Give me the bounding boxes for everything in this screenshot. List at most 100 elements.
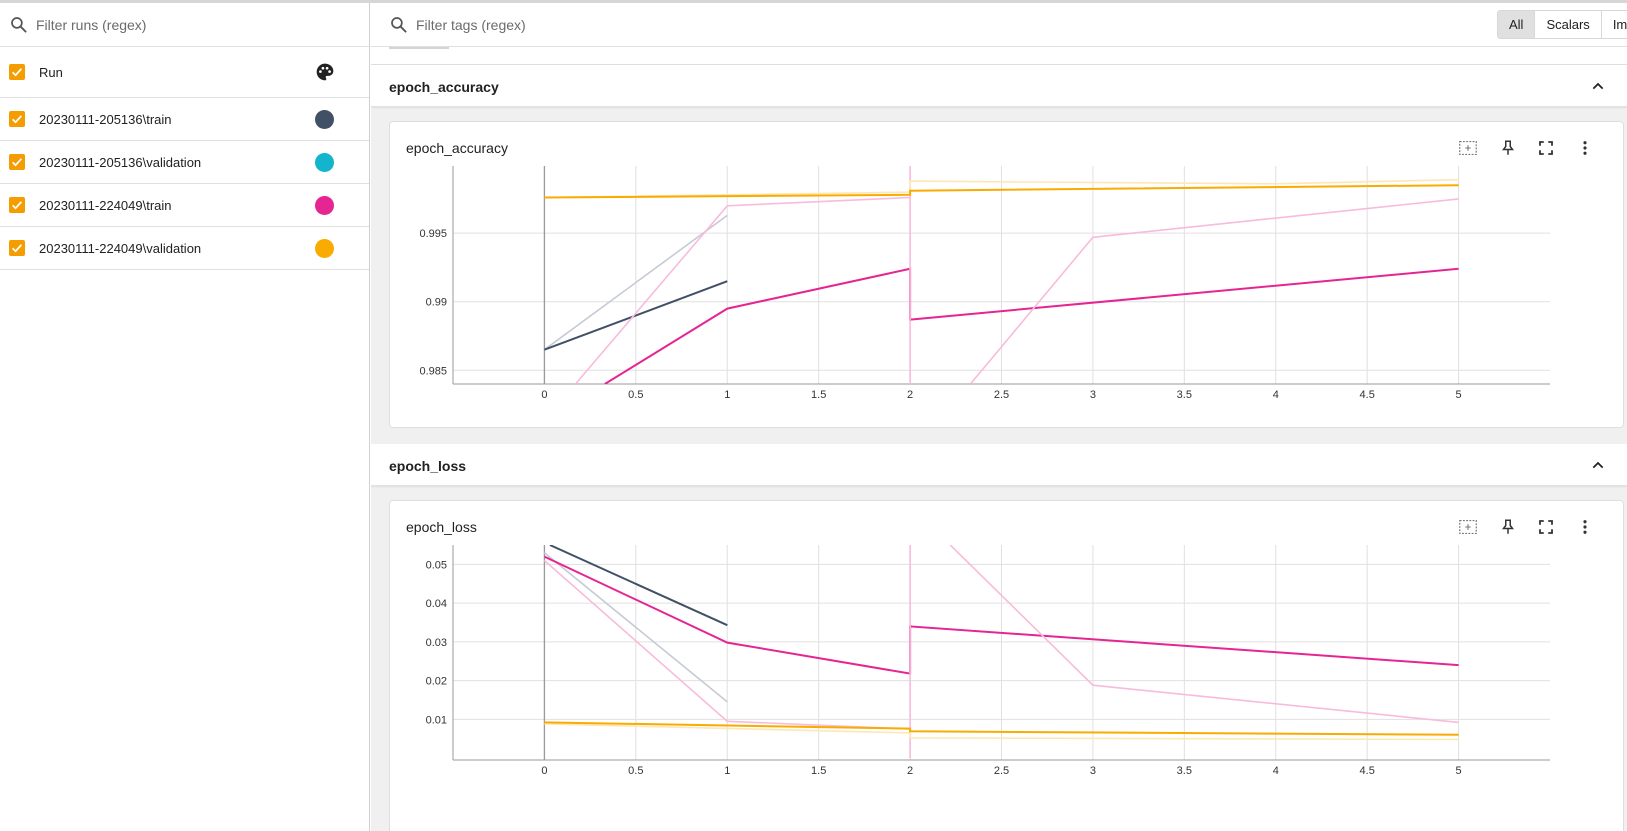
pin-icon[interactable] [1496, 515, 1520, 539]
series-line[interactable] [543, 552, 728, 703]
card-toolbar [1443, 136, 1623, 160]
check-icon [12, 201, 23, 210]
run-color-swatch[interactable] [315, 238, 334, 258]
x-tick-label: 0 [541, 765, 547, 777]
run-checkbox[interactable] [9, 240, 25, 256]
x-tick-label: 3 [1090, 389, 1096, 401]
x-tick-label: 4 [1273, 389, 1279, 401]
x-tick-label: 2.5 [994, 389, 1009, 401]
series-line[interactable] [544, 178, 1459, 199]
series-line[interactable] [544, 723, 1459, 741]
group-title: epoch_accuracy [389, 79, 499, 95]
fit-domain-icon[interactable] [1456, 515, 1480, 539]
tags-filter-input[interactable] [416, 16, 916, 33]
tag-filter-bar: All Scalars Im [371, 3, 1627, 47]
select-all-checkbox[interactable] [9, 64, 25, 80]
run-label: 20230111-205136\validation [39, 154, 202, 170]
run-checkbox[interactable] [9, 111, 25, 127]
loss-chart[interactable]: 0 0.5 1 1.5 2 2.5 3 3.5 4 4.5 5 0.01 0.02 0.03 0.04 0.0… [390, 545, 1623, 795]
group-header-epoch-loss[interactable]: epoch_loss [371, 444, 1627, 486]
x-tick-label: 0 [541, 389, 547, 401]
palette-icon[interactable] [315, 62, 335, 82]
run-row[interactable]: 20230111-205136\validation [0, 141, 369, 184]
run-row[interactable]: 20230111-224049\validation [0, 227, 369, 270]
tab-images[interactable]: Im [1612, 17, 1627, 32]
runs-filter-input[interactable] [36, 16, 336, 33]
series-line[interactable] [604, 267, 1459, 384]
y-tick-label: 0.03 [426, 637, 447, 649]
y-tick-label: 0.02 [426, 676, 447, 688]
plugin-type-tabs: All Scalars Im [1497, 10, 1627, 39]
x-tick-label: 4.5 [1360, 389, 1375, 401]
run-checkbox[interactable] [9, 197, 25, 213]
runs-filter [0, 3, 369, 47]
x-tick-label: 3.5 [1177, 389, 1192, 401]
check-icon [12, 115, 23, 124]
grid [453, 166, 1550, 384]
scalar-card-epoch-accuracy: epoch_accuracy 0 0.5 1 1.5 2 2.5 3 3.5 4 4.5 5 0.98… [389, 121, 1624, 428]
series-line[interactable] [544, 184, 1459, 199]
card-title: epoch_loss [406, 519, 477, 535]
series-line[interactable] [543, 214, 728, 351]
series-line[interactable] [969, 198, 1459, 384]
series-line[interactable] [949, 545, 1459, 724]
check-icon [12, 158, 23, 167]
run-row[interactable]: 20230111-224049\train [0, 184, 369, 227]
run-label: 20230111-224049\train [39, 197, 172, 213]
check-icon [12, 68, 23, 77]
more-vert-icon[interactable] [1573, 136, 1597, 160]
y-tick-label: 0.04 [426, 598, 447, 610]
accuracy-chart[interactable]: 0 0.5 1 1.5 2 2.5 3 3.5 4 4.5 5 0.985 0.99 0.995 [390, 166, 1623, 406]
top-rule [0, 0, 1627, 3]
check-icon [12, 244, 23, 253]
series-line[interactable] [574, 196, 911, 385]
x-tick-label: 4.5 [1360, 765, 1375, 777]
y-tick-label: 0.99 [426, 297, 447, 309]
run-label: 20230111-224049\validation [39, 240, 202, 256]
search-icon [11, 17, 27, 33]
card-toolbar [1443, 515, 1623, 539]
more-vert-icon[interactable] [1573, 515, 1597, 539]
y-tick-label: 0.985 [419, 365, 447, 377]
fit-domain-icon[interactable] [1456, 136, 1480, 160]
chevron-up-icon[interactable] [1590, 457, 1606, 473]
group-header-epoch-accuracy[interactable]: epoch_accuracy [371, 65, 1627, 107]
x-tick-label: 0.5 [628, 765, 643, 777]
x-tick-label: 1.5 [811, 765, 826, 777]
run-checkbox[interactable] [9, 154, 25, 170]
run-color-swatch[interactable] [315, 195, 334, 215]
series-line[interactable] [544, 721, 1459, 736]
x-tick-label: 5 [1456, 389, 1462, 401]
pin-icon[interactable] [1496, 136, 1520, 160]
x-tick-label: 2.5 [994, 765, 1009, 777]
main-area: All Scalars Im epoch_accuracy epoch_accu… [371, 3, 1627, 831]
y-tick-label: 0.05 [426, 559, 447, 571]
previous-group-edge [371, 47, 1627, 65]
search-icon [391, 17, 407, 33]
tab-scalars[interactable]: Scalars [1535, 11, 1602, 38]
run-row[interactable]: 20230111-205136\train [0, 98, 369, 141]
series-line[interactable] [543, 559, 911, 730]
run-color-swatch[interactable] [315, 109, 334, 129]
series-line[interactable] [549, 545, 728, 627]
group-title: epoch_loss [389, 458, 467, 474]
run-list: 20230111-205136\train 20230111-205136\val… [0, 98, 369, 270]
x-tick-label: 1 [724, 389, 730, 401]
fullscreen-icon[interactable] [1534, 136, 1558, 160]
x-tick-label: 1.5 [811, 389, 826, 401]
chevron-up-icon[interactable] [1590, 78, 1606, 94]
runs-header: Run [0, 47, 369, 98]
tab-all[interactable]: All [1498, 11, 1536, 38]
runs-header-label: Run [39, 64, 63, 80]
runs-panel: Run 20230111-205136\train20230111-205136… [0, 3, 370, 831]
series-line[interactable] [544, 280, 728, 351]
x-tick-label: 3 [1090, 765, 1096, 777]
x-tick-label: 1 [724, 765, 730, 777]
x-tick-label: 2 [907, 389, 913, 401]
fullscreen-icon[interactable] [1534, 515, 1558, 539]
card-title: epoch_accuracy [406, 140, 508, 156]
x-tick-label: 3.5 [1177, 765, 1192, 777]
run-color-swatch[interactable] [315, 152, 334, 172]
run-label: 20230111-205136\train [39, 111, 172, 127]
x-tick-label: 4 [1273, 765, 1279, 777]
